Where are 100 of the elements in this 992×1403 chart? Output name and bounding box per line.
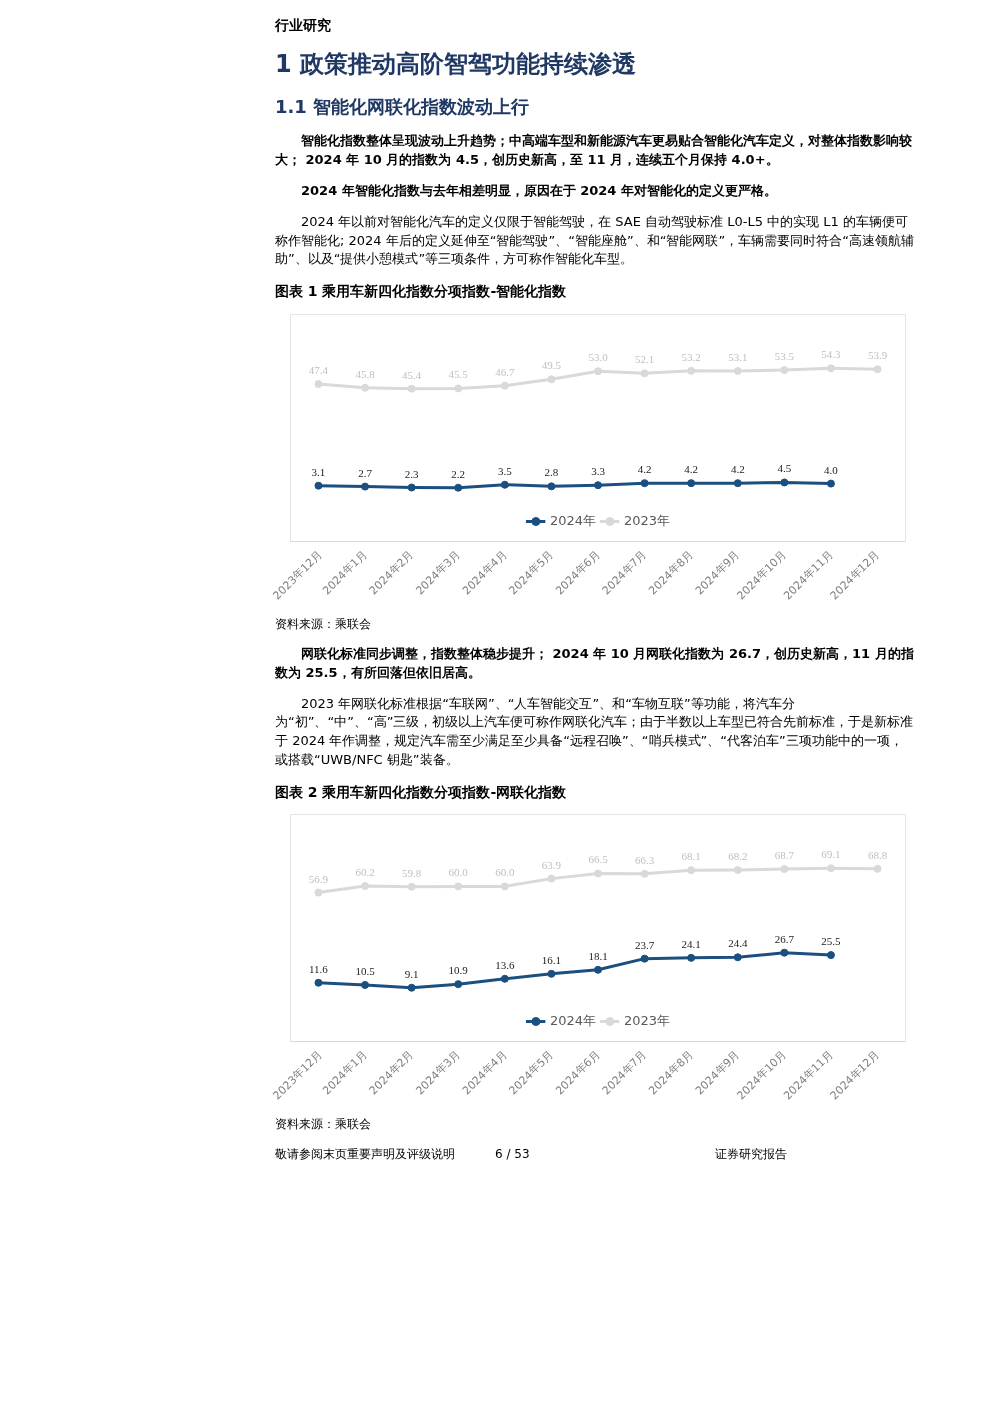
data-label: 53.5 [774, 349, 795, 362]
point [640, 870, 649, 879]
data-label: 9.1 [404, 968, 419, 981]
legend-label: 2023年 [624, 511, 671, 530]
point [640, 954, 649, 963]
point [361, 882, 370, 891]
text: 智能化指数整体呈现波动上升趋势；中高端车型和新能源汽车更易贴合智能化汽车定义，对整体指数影响较大； 2024 年 10 月的指数为 4.5，创历史新高，至 11 月，连续五个月保持 4.0+。 [275, 132, 913, 170]
legend-label: 2024年 [549, 1012, 596, 1031]
data-label: 45.5 [448, 367, 469, 380]
point [500, 882, 509, 891]
data-label: 4.2 [730, 462, 745, 475]
point [407, 984, 416, 993]
legend-label: 2023年 [624, 1012, 671, 1031]
chart-title: 图表 1 乘用车新四化指数分项指数-智能化指数 [275, 282, 567, 302]
data-label: 66.3 [634, 854, 655, 867]
text: 证券研究报告 [715, 1145, 787, 1163]
data-label: 2.7 [358, 466, 373, 479]
point [687, 954, 696, 963]
data-label: 53.0 [588, 350, 609, 363]
text: 资料来源：乘联会 [275, 615, 371, 633]
data-label: 16.1 [541, 954, 562, 967]
point [454, 384, 463, 392]
point [873, 865, 882, 874]
point [547, 874, 556, 883]
data-label: 68.2 [728, 850, 748, 863]
data-label: 53.2 [681, 350, 701, 363]
data-label: 53.9 [867, 348, 888, 361]
chart-title: 图表 2 乘用车新四化指数分项指数-网联化指数 [275, 783, 567, 802]
data-label: 68.8 [867, 849, 888, 862]
point [547, 970, 556, 979]
data-label: 53.1 [728, 350, 748, 363]
point [454, 882, 463, 891]
text: 网联化标准同步调整，指数整体稳步提升； 2024 年 10 月网联化指数为 26.7，创历史新高，11 月的指数为 25.5，有所回落但依旧居高。 [275, 644, 915, 682]
data-label: 10.5 [355, 965, 376, 978]
data-label: 2.8 [544, 465, 559, 478]
data-label: 47.4 [308, 363, 329, 376]
data-label: 63.9 [541, 858, 562, 871]
point [314, 481, 323, 490]
point [314, 979, 323, 988]
point [733, 866, 742, 875]
point [733, 953, 742, 962]
point [594, 480, 602, 489]
legend-label: 2024年 [549, 511, 596, 530]
point [780, 865, 789, 874]
data-label: 13.6 [495, 959, 515, 972]
data-label: 4.5 [777, 462, 792, 475]
point [640, 368, 649, 377]
data-label: 11.6 [309, 963, 329, 976]
data-label: 59.8 [402, 867, 422, 880]
point [547, 374, 556, 383]
data-label: 60.2 [355, 866, 375, 879]
point [873, 364, 882, 373]
data-label: 45.8 [355, 367, 376, 380]
data-label: 10.9 [448, 964, 469, 977]
data-label: 24.1 [681, 938, 701, 951]
data-label: 2.3 [404, 467, 420, 480]
data-label: 68.7 [774, 849, 795, 862]
point [826, 951, 835, 960]
point [780, 365, 789, 374]
point [314, 379, 323, 388]
point [407, 883, 416, 892]
point [687, 866, 696, 875]
point [407, 483, 416, 492]
data-label: 18.1 [588, 950, 608, 963]
point [454, 980, 463, 989]
data-label: 3.3 [591, 464, 606, 477]
point [500, 480, 509, 489]
text: 敬请参阅末页重要声明及评级说明 [275, 1145, 455, 1163]
text: 1.1 智能化网联化指数波动上行 [275, 95, 530, 120]
data-label: 4.0 [824, 463, 839, 476]
point [687, 478, 696, 487]
text: 2024 年智能化指数与去年相差明显，原因在于 2024 年对智能化的定义更严格。 [300, 181, 777, 200]
data-label: 68.1 [681, 850, 701, 863]
point [594, 869, 602, 878]
text: 行业研究 [275, 16, 331, 35]
data-label: 52.1 [634, 352, 655, 365]
data-label: 45.4 [402, 368, 422, 381]
point [547, 481, 556, 490]
data-label: 54.3 [821, 347, 842, 360]
data-label: 3.1 [311, 465, 326, 478]
point [500, 975, 509, 984]
text: 2024 年以前对智能化汽车的定义仅限于智能驾驶，在 SAE 自动驾驶标准 L0-L5 中的实现 L1 的车辆便可称作智能化; 2024 年后的定义延伸至“智能驾驶”、“智能座舱”、和“智能网联”，车辆需要同时符合“高速领航辅助”、以及“提供小憩模式”等三项条件，方可称作智能化车型。 [275, 212, 915, 269]
text: 6 / 53 [495, 1145, 530, 1163]
data-label: 3.5 [497, 464, 513, 477]
point [594, 366, 602, 375]
point [733, 478, 742, 487]
point [594, 966, 602, 975]
data-label: 46.7 [495, 365, 515, 378]
point [314, 888, 323, 897]
data-label: 26.7 [774, 932, 795, 945]
text: 2023 年网联化标准根据“车联网”、“人车智能交互”、和“车物互联”等功能，将汽车分为“初”、“中”、“高”三级，初级以上汽车便可称作网联化汽车；由于半数以上车型已符合先前标准，于是新标准于 2024 年作调整，规定汽车需至少满足至少具备“远程召唤”、“哨兵模式”、“代客泊车”三项功能中的一项，或搭载“UWB/NFC 钥匙”装备。 [275, 694, 915, 770]
point [361, 383, 370, 392]
point [826, 363, 835, 372]
data-label: 4.2 [637, 462, 652, 475]
data-label: 60.0 [495, 866, 515, 879]
data-label: 49.5 [541, 358, 562, 371]
text: 资料来源：乘联会 [275, 1116, 371, 1134]
data-label: 2.2 [451, 467, 466, 480]
point [500, 381, 509, 390]
data-label: 24.4 [728, 937, 748, 950]
